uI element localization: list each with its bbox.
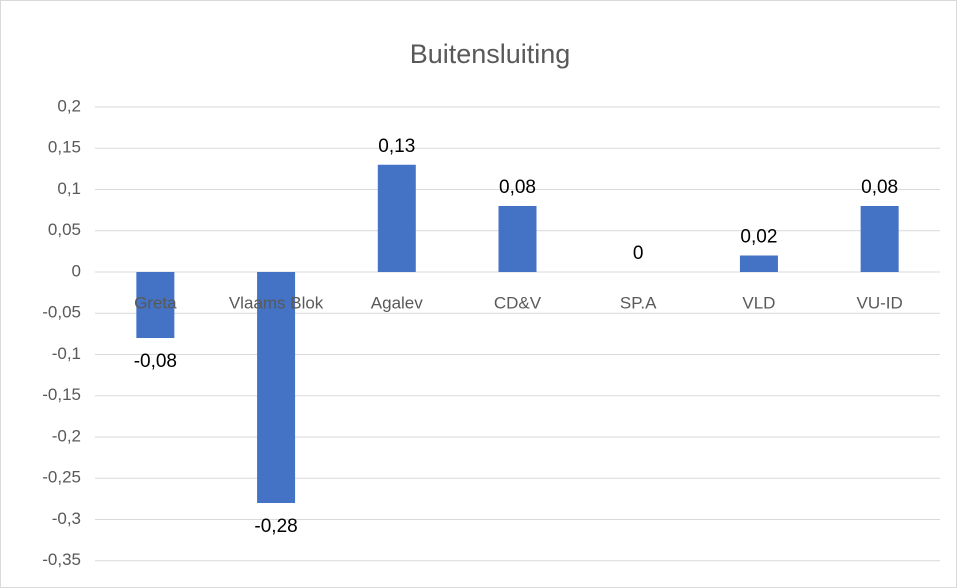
- x-tick-label: Vlaams Blok: [229, 293, 324, 312]
- bar: [739, 255, 778, 272]
- y-tick-label: 0: [72, 261, 81, 280]
- data-label: -0,28: [254, 516, 297, 537]
- y-tick-label: -0,2: [52, 426, 81, 445]
- y-tick-label: -0,25: [42, 468, 81, 487]
- y-tick-label: -0,15: [42, 385, 81, 404]
- y-tick-label: -0,1: [52, 344, 81, 363]
- bar: [136, 272, 175, 338]
- data-label: 0,08: [499, 177, 536, 198]
- y-tick-label: -0,05: [42, 303, 81, 322]
- x-tick-label: Agalev: [371, 293, 423, 312]
- y-tick-label: 0,15: [48, 138, 81, 157]
- data-label: 0,08: [861, 177, 898, 198]
- x-tick-label: Greta: [134, 293, 177, 312]
- bar: [257, 272, 296, 503]
- data-label: -0,08: [134, 351, 177, 372]
- y-tick-label: 0,1: [57, 179, 81, 198]
- x-tick-label: SP.A: [620, 293, 657, 312]
- bar: [377, 164, 416, 272]
- data-label: 0,13: [378, 136, 415, 157]
- bar: [498, 206, 537, 272]
- chart-title: Buitensluiting: [410, 39, 571, 69]
- bar: [860, 206, 899, 272]
- y-tick-label: -0,3: [52, 509, 81, 528]
- data-label: 0: [633, 243, 644, 264]
- data-label: 0,02: [740, 227, 777, 248]
- y-tick-label: 0,05: [48, 220, 81, 239]
- x-tick-label: CD&V: [494, 293, 542, 312]
- x-tick-label: VLD: [742, 293, 775, 312]
- y-tick-label: 0,2: [57, 96, 81, 115]
- y-tick-label: -0,35: [42, 550, 81, 569]
- x-tick-label: VU-ID: [857, 293, 903, 312]
